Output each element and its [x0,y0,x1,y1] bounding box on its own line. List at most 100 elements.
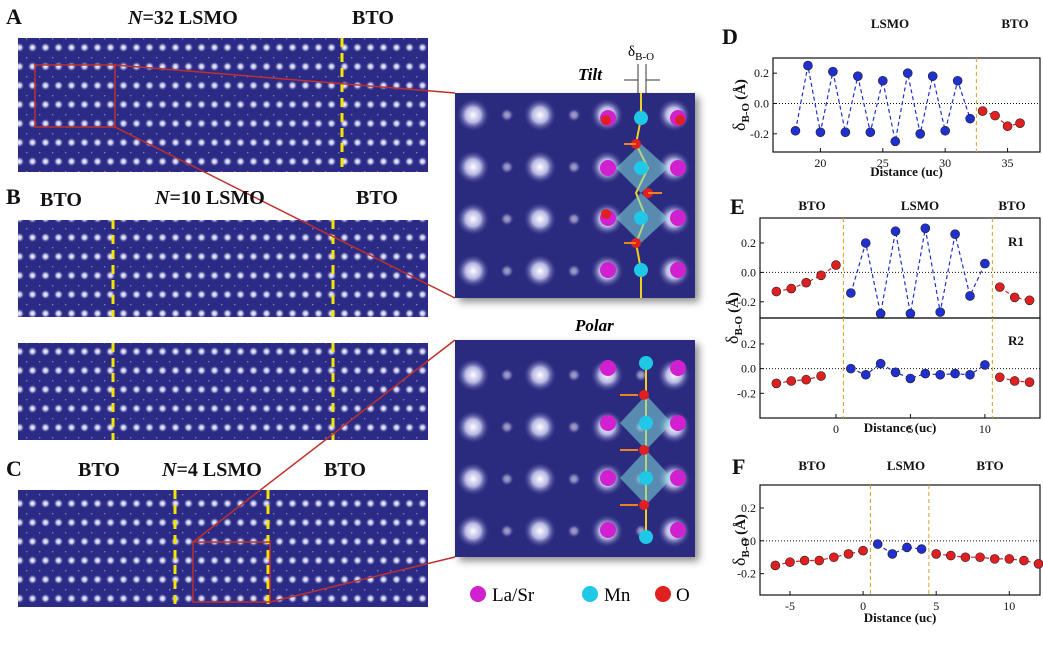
bond-chain [634,93,650,298]
data-point [931,549,941,559]
data-point [1033,559,1043,569]
y-axis-sub: B-O [740,102,752,122]
data-point [920,223,931,234]
image-label: BTO [40,189,82,211]
x-tick-label: 30 [939,156,951,170]
mn-atoms [634,111,648,277]
data-point [771,286,782,297]
data-point [799,555,810,566]
delta-sub: B-O [635,51,654,63]
image-label: BTO [78,459,120,481]
region-label: BTO [798,198,825,213]
legend-label: La/Sr [492,585,535,606]
data-point [887,549,898,559]
subplot-tag: R2 [1008,333,1024,348]
stem-images [18,38,456,607]
x-tick-label: 5 [933,599,939,613]
legend-label: O [676,585,690,606]
y-axis-label: δB-O (Å) [729,79,752,131]
zoom-boxes [34,64,456,603]
data-point [860,369,871,380]
plot-frame [759,317,1041,419]
data-point [927,71,938,81]
data-point [980,360,990,370]
y-axis-symbol: δ [729,122,749,130]
data-point [816,270,826,281]
y-axis-label: δB-O (Å) [722,292,745,344]
data-point [935,307,946,317]
zoom-line [192,339,456,543]
data-point [916,544,927,554]
panel-label: F [732,454,745,479]
data-point [965,291,975,301]
data-point [1002,121,1013,132]
data-point [858,545,868,556]
data-point [785,557,795,567]
y-axis-sub: B-O [733,315,745,335]
panel-label: C [6,456,22,481]
data-point [960,552,971,563]
zoom-box [34,64,116,128]
data-point [905,308,916,319]
x-tick-label: 5 [907,422,913,436]
data-point [905,373,916,384]
delta-marker [624,64,660,93]
data-point [786,283,797,294]
image-label: BTO [324,459,366,481]
data-point [786,376,797,386]
data-point [902,68,913,78]
data-point [875,358,886,369]
data-point [950,229,960,239]
data-point [965,113,975,124]
x-tick-label: 10 [1003,599,1015,613]
x-tick-label: 0 [833,422,839,436]
bonds [634,93,650,298]
x-tick-label: 25 [877,156,889,170]
series-line [982,110,1021,127]
data-point [952,75,963,86]
data-point [829,552,839,563]
data-point [853,71,863,81]
y-axis-unit: (Å) [733,79,749,100]
tilt-schematic: Tilt δB-O [455,44,695,298]
data-point [940,125,950,136]
y-tick-label: 0.2 [741,337,756,351]
data-point [1019,555,1029,566]
displacement-arrows [624,143,662,244]
title-n: N [161,459,178,481]
data-point [771,378,782,389]
x-tick-label: 10 [979,422,991,436]
data-point [846,288,856,298]
data-point [890,136,901,147]
image-label: BTO [356,187,398,209]
y-axis-sub: B-O [740,537,752,557]
stem-image-b2 [18,343,428,440]
legend-swatch [582,586,598,602]
x-axis-label: Distance (uc) [864,420,937,435]
y-tick-label: 0.0 [741,534,756,548]
y-tick-label: 0.2 [741,236,756,250]
la-sr-atoms [600,360,686,538]
data-point [915,129,926,139]
y-tick-label: 0.0 [741,362,756,376]
displacement-arrows [620,394,638,506]
image-label: BTO [352,7,394,29]
data-point [902,542,912,553]
y-axis-unit: (Å) [733,514,749,535]
data-point [875,308,886,319]
stem-image-a [18,38,428,172]
data-point [801,374,811,385]
zoom-line [269,556,456,603]
data-point [989,554,1000,564]
data-point [975,552,985,563]
region-label: LSMO [901,198,939,213]
data-point [965,369,975,380]
data-point [770,560,781,571]
subplot-tag: R1 [1008,234,1024,249]
data-point [990,110,1000,121]
data-point [877,75,888,86]
data-point [846,363,856,374]
data-point [801,277,811,288]
schematic-title: Polar [574,316,614,335]
schematic-title: Tilt [578,65,603,84]
